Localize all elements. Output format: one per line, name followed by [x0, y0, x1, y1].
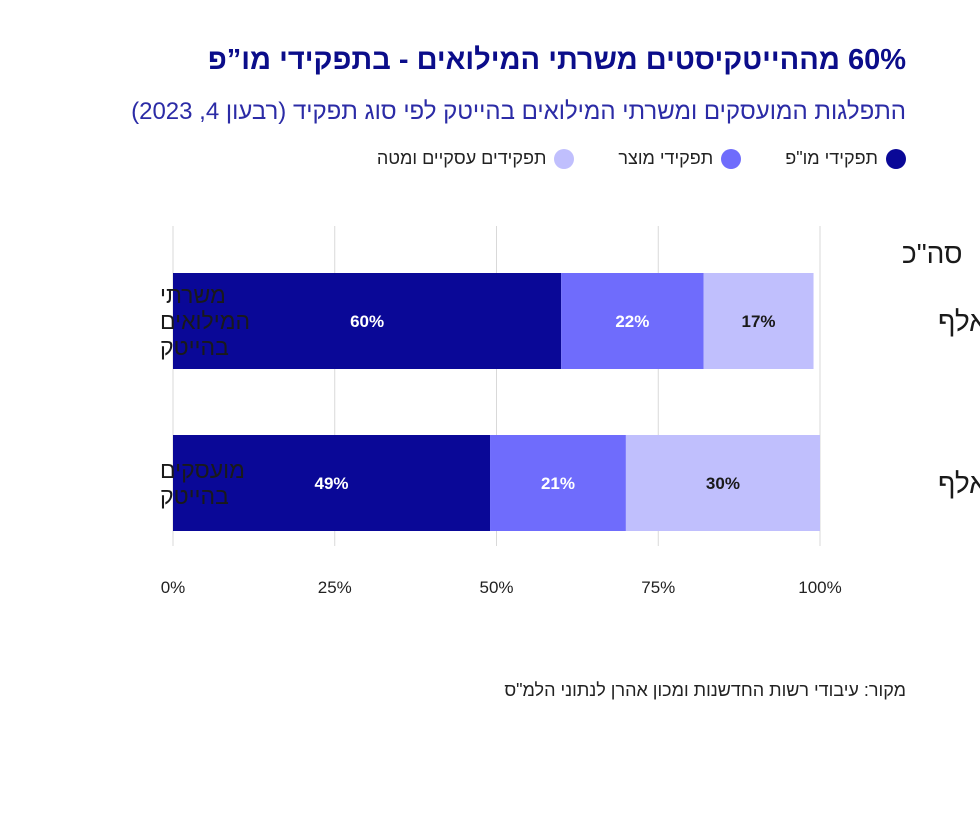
chart-subtitle: התפלגות המועסקים ומשרתי המילואים בהייטק … [131, 98, 906, 125]
total-label: 391 אלף [938, 468, 980, 499]
bar-segment [173, 273, 562, 369]
legend-swatch-product [721, 148, 742, 169]
chart-title: 60% מההייטקיסטים משרתי המילואים - בתפקיד… [207, 44, 906, 76]
legend-swatch-rnd [886, 148, 906, 169]
data-label: 60% [350, 312, 384, 331]
source-note: מקור: עיבודי רשות החדשנות ומכון אהרן לנת… [504, 680, 906, 700]
x-tick-label: 75% [641, 578, 675, 597]
legend-label-rnd: תפקידי מו"פ [785, 148, 878, 168]
legend-label-product: תפקידי מוצר [618, 148, 714, 168]
x-tick-label: 100% [798, 578, 841, 597]
legend-item-product: תפקידי מוצר [618, 148, 742, 169]
x-tick-label: 25% [318, 578, 352, 597]
x-tick-label: 50% [479, 578, 513, 597]
chart-legend: תפקידי מו"פ תפקידי מוצר תפקידים עסקיים ו… [377, 148, 906, 169]
totals-header: סה"כ [902, 238, 962, 269]
data-label: 17% [742, 312, 776, 331]
data-label: 22% [615, 312, 649, 331]
bar-segment [490, 435, 626, 531]
bar-segment [173, 435, 491, 531]
bar-segment [703, 273, 814, 369]
category-label-line: המילואים [160, 308, 250, 334]
legend-item-rnd: תפקידי מו"פ [785, 148, 906, 169]
data-label: 21% [541, 474, 575, 493]
x-tick-label: 0% [161, 578, 186, 597]
category-label-line: משרתי [160, 282, 226, 308]
category-label-line: בהייטק [160, 334, 229, 360]
legend-swatch-business [554, 148, 575, 169]
legend-item-business: תפקידים עסקיים ומטה [377, 148, 575, 169]
total-label: 28 אלף [938, 306, 980, 337]
category-label-line: מועסקים [160, 457, 245, 483]
bar-segment [625, 435, 820, 531]
data-label: 49% [314, 474, 348, 493]
data-label: 30% [706, 474, 740, 493]
bar-segment [561, 273, 704, 369]
legend-label-business: תפקידים עסקיים ומטה [376, 148, 547, 168]
category-label-line: בהייטק [160, 483, 229, 509]
